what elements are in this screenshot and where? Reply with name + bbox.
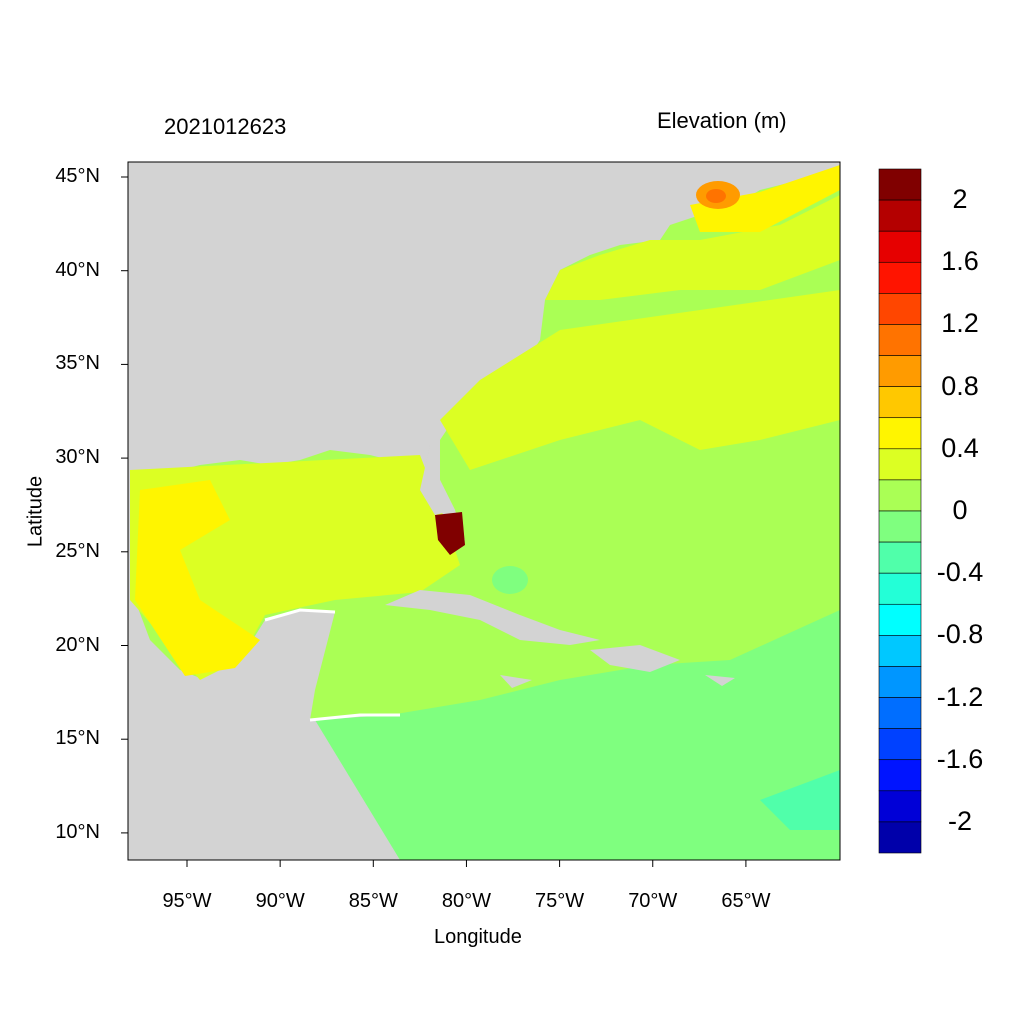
x-tick-label: 80°W <box>441 890 491 912</box>
northeast-band <box>545 195 840 300</box>
florida-max <box>435 512 465 555</box>
colorbar-box <box>878 635 922 667</box>
florida <box>420 440 455 515</box>
colorbar-box <box>878 448 922 481</box>
colorbar-box <box>878 479 922 512</box>
y-tick-label: 35°N <box>55 352 100 375</box>
y-tick-label: 40°N <box>55 258 100 281</box>
y-tick-label: 15°N <box>55 727 100 750</box>
atlantic-band <box>440 290 840 470</box>
land-ocean-border <box>264 608 400 722</box>
colorbar-box <box>878 386 922 419</box>
colorbar-box <box>878 510 922 543</box>
western-gulf-high <box>135 480 260 676</box>
colorbar-box <box>878 759 922 792</box>
colorbar-box <box>878 666 922 698</box>
colorbar-box <box>878 728 922 761</box>
colorbar-label: 2 <box>952 184 968 215</box>
colorbar-box <box>878 199 922 232</box>
bahamas-low <box>492 566 528 594</box>
hispaniola <box>590 645 680 672</box>
jamaica <box>500 675 532 688</box>
maine-core <box>706 189 726 203</box>
x-tick-label: 90°W <box>255 890 305 912</box>
se-caribbean-low <box>760 770 840 830</box>
colorbar-box <box>878 541 922 574</box>
colorbar-label: 0 <box>952 495 968 525</box>
colorbar-box <box>878 697 922 729</box>
colorbar-box <box>878 790 922 823</box>
colorbar-label: -0.8 <box>936 619 984 650</box>
y-tick-label: 30°N <box>55 446 100 469</box>
y-tick-label: 20°N <box>55 633 100 656</box>
colorbar-box <box>878 603 922 636</box>
colorbar-label: 0.4 <box>941 432 979 463</box>
gulf-of-maine-high <box>690 165 840 232</box>
colorbar-label: -2 <box>947 805 972 836</box>
colorbar-box <box>878 293 922 325</box>
colorbar-box <box>878 230 922 263</box>
x-tick-label: 85°W <box>348 890 398 912</box>
colorbar-box <box>878 417 922 450</box>
y-tick-label: 45°N <box>55 165 100 187</box>
x-tick-label: 70°W <box>628 890 678 912</box>
colorbar-label: 1.2 <box>941 308 979 339</box>
variable-label: Elevation (m) <box>657 108 787 133</box>
colorbar-label: 0.8 <box>941 370 979 401</box>
puerto-rico <box>705 675 735 686</box>
x-axis-label: Longitude <box>434 926 522 948</box>
islands <box>385 440 735 688</box>
plot-frame <box>127 161 841 861</box>
y-tick-label: 25°N <box>55 539 100 562</box>
colorbar-box <box>878 261 922 294</box>
colorbar-box <box>878 572 922 605</box>
colorbar-label: -1.6 <box>936 743 984 774</box>
colorbar-box <box>878 355 922 387</box>
caribbean-region <box>315 610 840 860</box>
timestamp-label: 2021012623 <box>164 114 287 139</box>
cuba <box>385 590 600 645</box>
colorbar-label: 1.6 <box>941 246 979 277</box>
colorbar-label: -0.4 <box>936 557 984 588</box>
x-tick-label: 65°W <box>721 890 771 912</box>
colorbar-box <box>878 821 922 854</box>
ocean <box>130 165 840 860</box>
colorbar-box <box>878 324 922 356</box>
y-tick-label: 10°N <box>55 820 100 843</box>
x-tick-label: 95°W <box>162 890 212 912</box>
colorbar-box <box>878 168 922 201</box>
colorbar-label: -1.2 <box>936 681 984 712</box>
x-tick-label: 75°W <box>535 890 585 912</box>
y-axis-label: Latitude <box>24 475 47 548</box>
